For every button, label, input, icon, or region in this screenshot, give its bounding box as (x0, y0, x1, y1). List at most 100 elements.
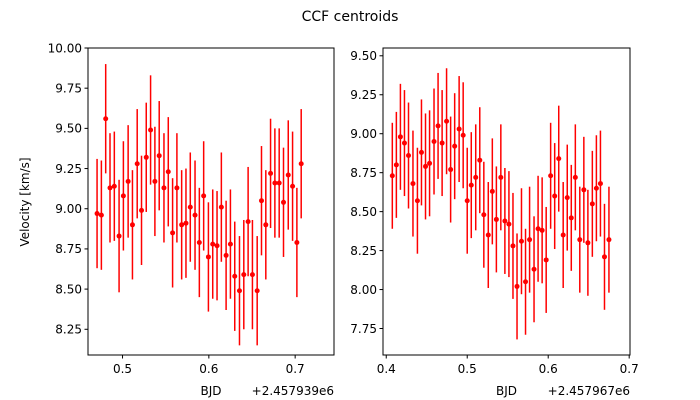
x-tick-label: 0.7 (286, 362, 305, 376)
data-point (564, 195, 570, 201)
data-point (107, 185, 113, 191)
data-point (205, 254, 211, 260)
y-axis-label: Velocity [km/s] (18, 157, 32, 246)
axes-frame (382, 47, 631, 356)
data-point (510, 243, 516, 249)
data-point (456, 126, 462, 132)
data-point (298, 161, 304, 167)
y-tick-label: 9.50 (55, 122, 82, 136)
data-point (214, 243, 220, 249)
data-point (448, 167, 454, 173)
data-point (218, 204, 224, 210)
data-point (502, 218, 508, 224)
figure-title: CCF centroids (302, 9, 399, 25)
data-point (568, 215, 574, 221)
data-point (589, 201, 595, 207)
data-point (539, 227, 545, 233)
data-point (241, 272, 247, 278)
y-tick-label: 8.25 (55, 323, 82, 337)
data-point (161, 185, 167, 191)
data-point (223, 252, 229, 258)
data-point (535, 226, 541, 232)
y-tick-label: 8.00 (350, 283, 377, 297)
data-point (254, 288, 260, 294)
data-point (597, 181, 603, 187)
data-point (406, 153, 412, 159)
data-point (276, 180, 282, 186)
data-point (581, 187, 587, 193)
data-point (489, 188, 495, 194)
data-point (552, 193, 558, 199)
y-tick-label: 8.25 (350, 244, 377, 258)
data-point (174, 185, 180, 191)
y-tick-label: 8.50 (55, 282, 82, 296)
data-point (473, 174, 479, 180)
data-point (435, 123, 441, 129)
y-tick-label: 9.75 (55, 81, 82, 95)
data-point (523, 279, 529, 285)
data-point (468, 182, 474, 188)
data-point (125, 178, 131, 184)
data-point (444, 118, 450, 124)
data-point (192, 212, 198, 218)
data-point (152, 178, 158, 184)
data-point (531, 266, 537, 272)
data-point (593, 185, 599, 191)
data-point (464, 198, 470, 204)
x-offset-label: +2.457967e6 (548, 384, 630, 398)
data-point (414, 198, 420, 204)
data-point (98, 212, 104, 218)
data-point (179, 222, 185, 228)
data-point (111, 183, 117, 189)
data-point (585, 240, 591, 246)
left-panel: 8.25 8.50 8.75 9.00 9.25 9.50 9.75 10.00 0.5 0.6 0… (48, 41, 335, 398)
data-point (103, 116, 109, 122)
x-offset-label: +2.457939e6 (252, 384, 334, 398)
data-point (143, 154, 149, 160)
data-point (498, 174, 504, 180)
data-point (606, 237, 612, 243)
data-point (281, 199, 287, 205)
data-point (410, 181, 416, 187)
y-tick-label: 9.00 (350, 127, 377, 141)
data-point (401, 140, 407, 146)
data-point (439, 140, 445, 146)
data-point (210, 241, 216, 247)
x-axis-label: BJD (200, 384, 221, 398)
data-point (393, 162, 399, 168)
x-tick-label: 0.5 (113, 362, 132, 376)
x-tick-label: 0.7 (620, 362, 639, 376)
x-tick-label: 0.6 (539, 362, 558, 376)
data-point (294, 239, 300, 245)
data-point (120, 193, 126, 199)
data-point (201, 193, 207, 199)
data-point (477, 157, 483, 163)
data-point (263, 222, 269, 228)
data-point (236, 288, 242, 294)
data-point (227, 241, 233, 247)
y-tick-label: 9.50 (350, 49, 377, 63)
data-point (183, 220, 189, 226)
data-point (187, 204, 193, 210)
data-series (94, 64, 304, 346)
data-point (165, 169, 171, 175)
data-point (272, 180, 278, 186)
data-point (427, 160, 433, 166)
data-point (249, 272, 255, 278)
data-point (268, 170, 274, 176)
data-point (506, 221, 512, 227)
right-panel: 7.75 8.00 8.25 8.50 8.75 9.00 9.25 9.50 0.4 0.5 0.… (350, 47, 639, 398)
data-series (389, 68, 612, 340)
data-point (431, 139, 437, 145)
x-tick-label: 0.4 (377, 362, 396, 376)
data-point (134, 161, 140, 167)
x-tick-label: 0.6 (199, 362, 218, 376)
data-point (527, 237, 533, 243)
axes-frame (87, 47, 335, 356)
data-point (116, 233, 122, 239)
data-point (290, 183, 296, 189)
data-point (514, 283, 520, 289)
y-tick-label: 8.75 (55, 242, 82, 256)
data-point (232, 273, 238, 279)
